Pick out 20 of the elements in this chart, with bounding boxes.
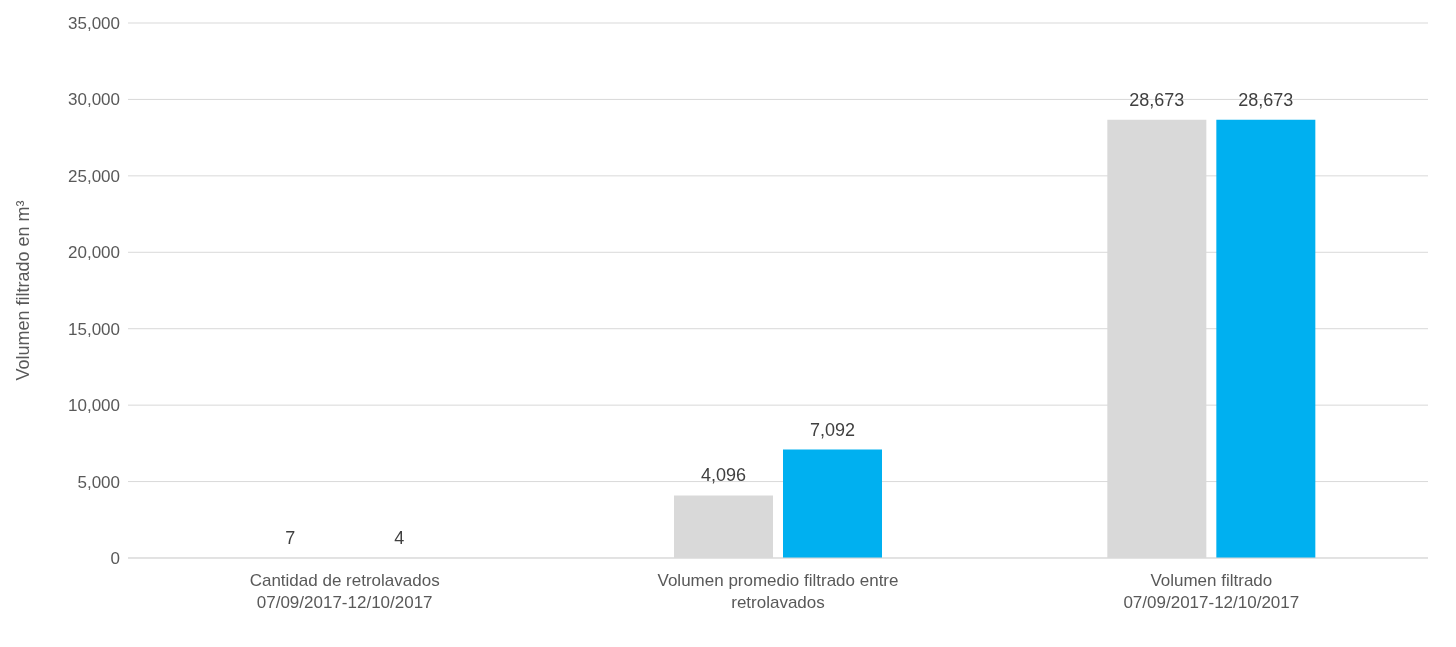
- y-tick-label: 35,000: [68, 14, 120, 34]
- data-label: 7,092: [809, 419, 856, 440]
- x-tick-label: Volumen filtrado 07/09/2017-12/10/2017: [1123, 571, 1300, 612]
- y-tick-label: 15,000: [68, 319, 120, 339]
- y-tick-label: 5,000: [77, 472, 120, 492]
- x-tick-label: Cantidad de retrolavados 07/09/2017-12/10/2017: [249, 571, 440, 612]
- y-axis-title: Volumen filtrado en m³: [13, 200, 34, 381]
- data-label: 4,096: [700, 465, 747, 486]
- data-label: 7: [285, 527, 296, 548]
- data-label: 28,673: [1238, 89, 1294, 110]
- bar: [783, 449, 882, 558]
- y-tick-label: 20,000: [68, 243, 120, 263]
- y-tick-label: 25,000: [68, 166, 120, 186]
- x-tick-label: Volumen promedio filtrado entre retrolavados: [657, 571, 899, 612]
- y-tick-label: 10,000: [68, 396, 120, 416]
- bar: [1216, 119, 1316, 558]
- y-tick-label: 0: [110, 549, 120, 569]
- data-label: 4: [394, 527, 405, 548]
- y-tick-label: 30,000: [68, 90, 120, 110]
- data-label: 28,673: [1129, 89, 1185, 110]
